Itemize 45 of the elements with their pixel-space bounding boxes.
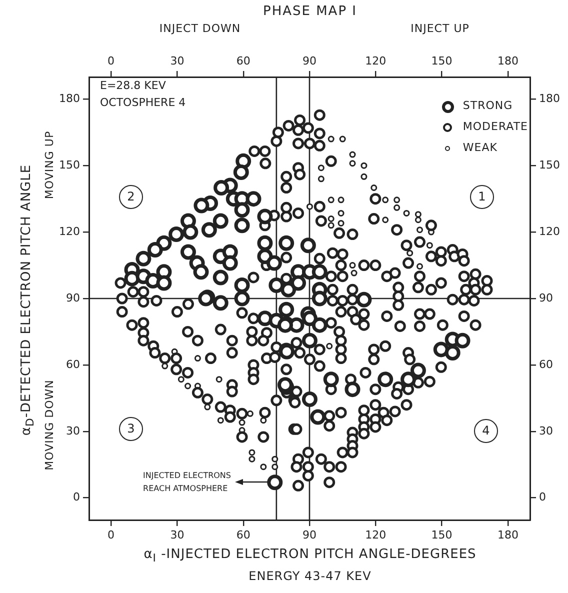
x-tick-label: 60 — [236, 528, 250, 542]
x-tick-label: 90 — [302, 528, 316, 542]
legend-label: MODERATE — [462, 120, 528, 134]
x2-tick-label: 150 — [431, 54, 452, 68]
x2-tick-label: 180 — [497, 54, 518, 68]
x-tick-label: 120 — [365, 528, 386, 542]
legend-label: WEAK — [462, 141, 498, 155]
x-tick-label: 30 — [170, 528, 184, 542]
y-tick-label: 90 — [66, 291, 80, 304]
x2-tick-label: 90 — [302, 54, 316, 68]
text: INJECT DOWN — [159, 22, 241, 36]
annotation: 3 — [127, 421, 135, 436]
text: MOVING DOWN — [42, 380, 56, 470]
annotation: INJECTED ELECTRONS REACH ATMOSPHERE — [143, 470, 231, 495]
text: MOVING UP — [42, 130, 56, 200]
x2-tick-label: 30 — [170, 54, 184, 68]
text: ENERGY 43-47 KEV — [248, 569, 372, 584]
y2-tick-label: 60 — [539, 358, 553, 371]
x2-tick-label: 60 — [236, 54, 250, 68]
y-tick-label: 30 — [66, 424, 80, 438]
y2-tick-label: 150 — [539, 158, 560, 172]
annotation: 1 — [478, 189, 486, 204]
legend-label: STRONG — [462, 99, 513, 113]
x-axis-title: α$_{I}$ -INJECTED ELECTRON PITCH ANGLE-DEGREES — [144, 547, 476, 565]
annotation: 4 — [482, 423, 490, 438]
x-tick-label: 0 — [108, 528, 115, 542]
x2-tick-label: 0 — [108, 54, 115, 68]
x2-tick-label: 120 — [365, 54, 386, 68]
text: INJECT UP — [410, 22, 470, 36]
y2-tick-label: 30 — [539, 424, 553, 438]
chart-title: PHASE MAP I — [262, 4, 358, 20]
y-tick-label: 60 — [66, 358, 80, 371]
y-tick-label: 180 — [59, 92, 80, 106]
y-tick-label: 150 — [59, 158, 80, 172]
annotation: 2 — [127, 189, 135, 204]
y2-tick-label: 90 — [539, 291, 553, 304]
y2-tick-label: 180 — [539, 92, 560, 106]
y2-tick-label: 0 — [539, 490, 546, 504]
x-tick-label: 150 — [431, 528, 452, 542]
x-tick-label: 180 — [497, 528, 518, 542]
annotation: OCTOSPHERE 4 — [100, 96, 186, 110]
y-tick-label: 0 — [73, 490, 80, 504]
y2-tick-label: 120 — [539, 224, 560, 238]
y-tick-label: 120 — [59, 224, 80, 238]
annotation: E=28.8 KEV — [100, 79, 166, 92]
